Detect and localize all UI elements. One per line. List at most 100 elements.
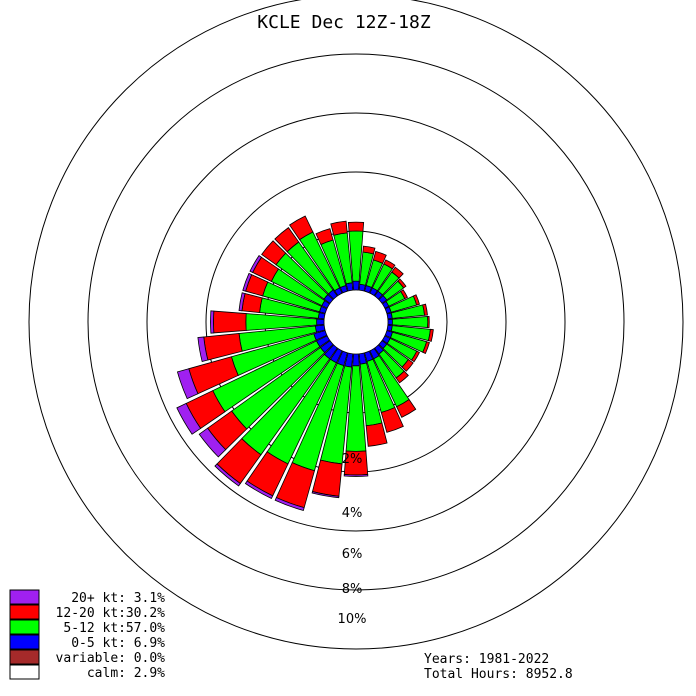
petal-160 xyxy=(364,350,404,433)
petal-segment-230-20-kt xyxy=(198,427,227,458)
petal-230 xyxy=(198,340,334,458)
petal-segment-40-12-20-kt xyxy=(391,266,404,279)
petal-segment-30-12-20-kt xyxy=(383,259,396,270)
legend-value-5: 2.9% xyxy=(134,666,165,681)
petal-290 xyxy=(242,272,328,314)
petal-120 xyxy=(381,335,420,363)
petal-segment-250-20-kt xyxy=(176,368,199,400)
radial-tick-label-10: 10% xyxy=(338,612,367,627)
ring-10 xyxy=(28,0,684,650)
legend-value-1: 30.2% xyxy=(126,606,165,621)
legend-swatch-3 xyxy=(9,634,40,650)
legend-label-1: 12-20 kt: xyxy=(56,606,126,621)
petal-70 xyxy=(384,294,420,314)
legend-value-2: 57.0% xyxy=(126,621,165,636)
petal-segment-10-12-20-kt xyxy=(362,245,376,255)
petal-segment-90-12-20-kt xyxy=(427,315,430,329)
legend-value-3: 6.9% xyxy=(134,636,165,651)
petal-segment-0-12-20-kt xyxy=(347,221,365,232)
petal-320 xyxy=(274,227,338,300)
petal-340 xyxy=(315,228,348,294)
legend-swatch-4 xyxy=(9,649,40,665)
petal-260 xyxy=(197,324,326,362)
radial-tick-labels: 2% 4% 6% 8% 10% xyxy=(338,452,367,627)
petal-segment-190-20-kt xyxy=(311,491,340,499)
petal-segment-110-12-20-kt xyxy=(422,341,430,355)
petal-20 xyxy=(364,250,387,294)
petal-segment-130-12-20-kt xyxy=(401,358,414,372)
legend-label-3: 0-5 kt: xyxy=(71,636,126,651)
petal-segment-100-12-20-kt xyxy=(427,328,434,342)
petal-190 xyxy=(311,352,354,499)
petal-segment-260-20-kt xyxy=(197,336,209,362)
petal-segment-80-12-20-kt xyxy=(422,303,428,316)
petal-0 xyxy=(347,221,365,291)
chart-title: KCLE Dec 12Z-18Z xyxy=(257,12,431,33)
petal-140 xyxy=(374,344,409,384)
petal-segment-240-20-kt xyxy=(176,402,202,435)
ring-6 xyxy=(146,112,566,532)
petal-segment-70-12-20-kt xyxy=(412,294,420,306)
legend-label-5: calm: xyxy=(87,666,126,681)
petal-130 xyxy=(378,340,414,372)
radial-tick-label-4: 4% xyxy=(342,506,363,521)
petal-segment-270-20-kt xyxy=(210,310,215,334)
footer-info: Years: 1981-2022 Total Hours: 8952.8 xyxy=(424,652,573,682)
years-label: Years: 1981-2022 xyxy=(424,652,549,667)
legend-value-4: 0.0% xyxy=(134,651,165,666)
legend-label-2: 5-12 kt: xyxy=(63,621,126,636)
petal-10 xyxy=(358,245,376,292)
radial-tick-label-2: 2% xyxy=(342,452,363,467)
radial-tick-label-6: 6% xyxy=(342,547,363,562)
petal-segment-180-0-5-kt xyxy=(352,353,360,367)
petal-segment-280-12-20-kt xyxy=(241,293,263,313)
petal-310 xyxy=(261,240,334,304)
petal-segment-340-12-20-kt xyxy=(315,228,334,246)
petal-180 xyxy=(343,353,369,477)
petal-300 xyxy=(249,255,331,309)
petal-100 xyxy=(386,324,434,342)
petal-50 xyxy=(378,278,407,304)
petal-segment-20-12-20-kt xyxy=(372,250,387,264)
petal-segment-150-12-20-kt xyxy=(396,398,417,418)
petal-segment-350-12-20-kt xyxy=(330,220,348,236)
petal-240 xyxy=(176,335,331,435)
petal-170 xyxy=(358,352,388,447)
legend: 20+ kt: 3.1% 12-20 kt: 30.2%5-12 kt: 57.0%0-… xyxy=(9,589,165,681)
petal-segment-210-20-kt xyxy=(244,480,274,500)
ring-8 xyxy=(87,53,625,591)
total-hours-label: Total Hours: 8952.8 xyxy=(424,667,573,682)
radial-tick-label-8: 8% xyxy=(342,582,363,597)
petal-210 xyxy=(244,347,343,500)
petal-segment-190-12-20-kt xyxy=(311,459,343,497)
petal-segment-0-0-5-kt xyxy=(352,280,360,291)
petal-150 xyxy=(369,347,417,418)
petal-segment-320-12-20-kt xyxy=(274,227,300,253)
legend-swatch-0 xyxy=(9,589,40,605)
petal-80 xyxy=(386,303,428,320)
legend-swatch-1 xyxy=(9,604,40,620)
petal-30 xyxy=(369,259,396,297)
petal-110 xyxy=(384,330,430,355)
legend-label-0: 20+ kt: xyxy=(71,591,126,606)
petal-200 xyxy=(274,350,348,512)
petal-segment-60-12-20-kt xyxy=(400,289,409,300)
petal-segment-120-12-20-kt xyxy=(411,350,420,363)
petal-segment-330-12-20-kt xyxy=(289,215,314,241)
petal-250 xyxy=(176,330,328,400)
petal-segment-300-20-kt xyxy=(249,255,262,274)
petal-330 xyxy=(289,215,343,297)
petal-segment-220-20-kt xyxy=(214,463,241,487)
wind-petals xyxy=(176,215,434,512)
petal-segment-50-12-20-kt xyxy=(397,278,407,289)
petal-segment-270-0-5-kt xyxy=(316,318,325,326)
petal-segment-280-20-kt xyxy=(238,292,246,312)
petal-segment-200-20-kt xyxy=(274,497,305,512)
petal-40 xyxy=(374,266,404,300)
petal-segment-180-20-kt xyxy=(343,474,369,477)
petal-220 xyxy=(214,344,338,487)
legend-swatch-2 xyxy=(9,619,40,635)
legend-label-4: variable: xyxy=(56,651,126,666)
petal-270 xyxy=(210,310,325,334)
